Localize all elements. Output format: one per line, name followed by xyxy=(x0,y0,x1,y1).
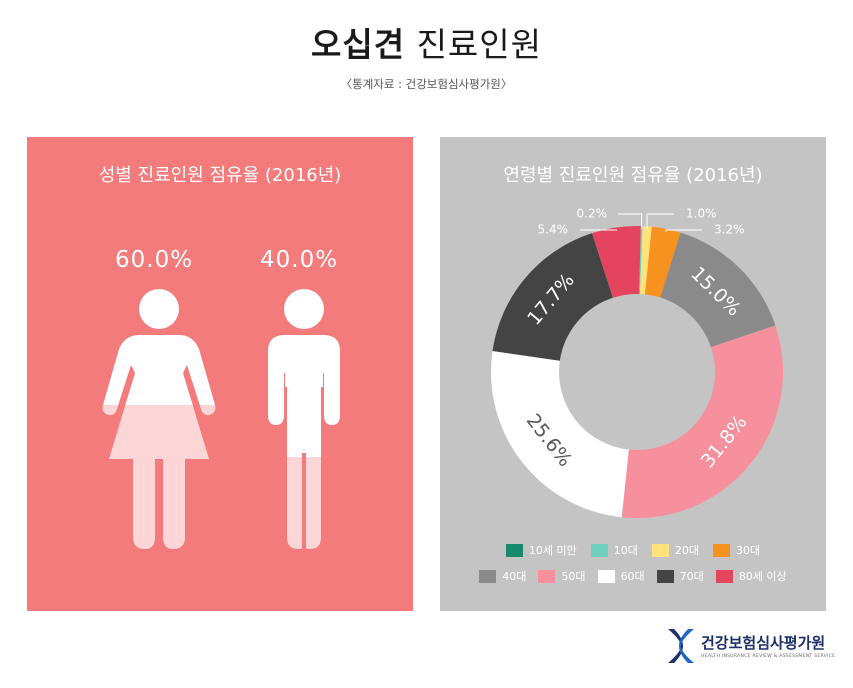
hira-logo-subtitle: HEALTH INSURANCE REVIEW & ASSESSMENT SER… xyxy=(701,654,836,659)
donut-slice xyxy=(644,226,681,298)
legend-swatch xyxy=(712,543,730,557)
hira-logo: 건강보험심사평가원 HEALTH INSURANCE REVIEW & ASSE… xyxy=(665,626,845,670)
gender-chart-title: 성별 진료인원 점유율 (2016년) xyxy=(98,165,342,186)
slice-callout-label: 3.2% xyxy=(714,223,745,237)
legend-swatch xyxy=(479,569,497,583)
legend-swatch xyxy=(715,569,733,583)
donut-slice xyxy=(640,226,652,295)
age-donut-chart: 15.0%31.8%25.6%17.7%0.2% 1.0%3.2%5.4% xyxy=(490,207,783,518)
legend-item: 10세 미만 xyxy=(505,542,577,558)
source-note: 〈통계자료 : 건강보험심사평가원〉 xyxy=(340,77,513,91)
slice-callout-label: 0.2% xyxy=(577,207,608,221)
title-regular: 진료인원 xyxy=(416,25,543,64)
donut-slice xyxy=(639,226,643,295)
gender-share-panel: 성별 진료인원 점유율 (2016년) 60.0% 40.0% xyxy=(27,137,413,611)
donut-slice xyxy=(660,232,776,348)
female-percent-label: 60.0% xyxy=(115,247,194,273)
female-figure-share-fill xyxy=(102,405,216,549)
legend-item: 30대 xyxy=(712,542,760,558)
donut-slice xyxy=(492,233,613,361)
legend-swatch xyxy=(651,543,669,557)
callout-line xyxy=(618,213,643,230)
legend-item: 10대 xyxy=(590,542,638,558)
legend-item: 70대 xyxy=(656,568,704,584)
age-chart-title: 연령별 진료인원 점유율 (2016년) xyxy=(503,165,763,186)
slice-callout-label: 5.4% xyxy=(538,223,569,237)
legend-item: 60대 xyxy=(597,568,645,584)
hira-emblem-icon xyxy=(668,629,694,663)
legend-swatch xyxy=(597,569,615,583)
legend-item: 50대 xyxy=(538,568,586,584)
slice-callout-label: 1.0% xyxy=(686,207,717,221)
legend-item: 40대 xyxy=(479,568,526,584)
donut-slice xyxy=(621,325,783,518)
legend-row-2: 40대 50대 60대 70대 80세 이상 xyxy=(440,568,826,584)
legend-row-1: 10세 미만 10대 20대 30대 xyxy=(440,542,826,558)
age-share-panel: 연령별 진료인원 점유율 (2016년) 15.0% 31.8% 25.6% 17.7… xyxy=(440,137,826,611)
legend-swatch xyxy=(538,569,556,583)
legend-swatch xyxy=(656,569,674,583)
hira-logo-name: 건강보험심사평가원 xyxy=(701,634,826,652)
callout-line xyxy=(646,213,674,230)
gender-pictograph xyxy=(102,289,340,549)
legend-item: 20대 xyxy=(651,542,699,558)
donut-slice xyxy=(490,351,629,518)
legend-item: 80세 이상 xyxy=(715,568,787,584)
male-figure-icon xyxy=(268,289,340,457)
legend-swatch xyxy=(590,543,608,557)
page-title: 오십견 진료인원 xyxy=(0,18,853,66)
callout-line xyxy=(665,229,702,232)
legend-swatch xyxy=(505,543,523,557)
title-bold: 오십견 xyxy=(310,25,406,64)
male-percent-label: 40.0% xyxy=(260,247,339,273)
female-figure-icon xyxy=(103,289,215,405)
donut-slice xyxy=(591,226,641,298)
